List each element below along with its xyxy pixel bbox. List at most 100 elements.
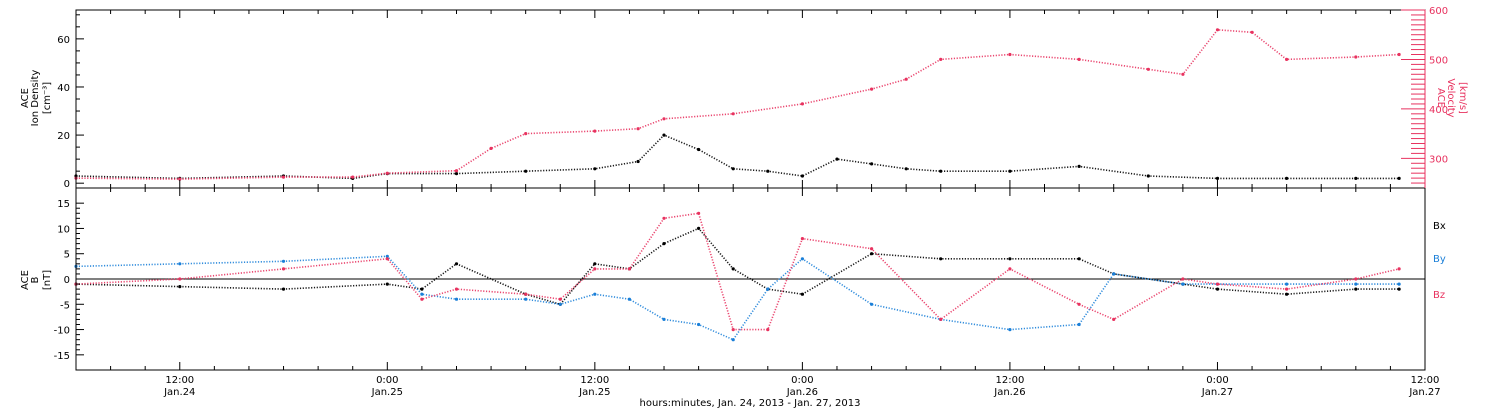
density-trace	[75, 134, 1400, 180]
velocity-tick-label: 300	[1429, 154, 1448, 165]
bx-point	[1397, 287, 1401, 291]
b-tick-label: 0	[64, 275, 70, 286]
bz-point	[281, 267, 286, 271]
velocity-point	[524, 132, 528, 136]
x-tick-label-time: 12:00	[580, 375, 609, 386]
density-tick-label: 60	[57, 35, 70, 46]
bx-point	[454, 262, 459, 266]
velocity-point	[636, 127, 640, 131]
bx-point	[1077, 257, 1081, 261]
x-tick-label-time: 0:00	[791, 375, 813, 386]
velocity-point	[1008, 52, 1012, 57]
by-point	[593, 292, 597, 296]
velocity-point	[662, 117, 666, 121]
density-point	[697, 147, 701, 152]
bz-point	[178, 277, 182, 281]
velocity-point	[178, 177, 182, 181]
by-point	[1397, 282, 1401, 286]
velocity-point	[904, 77, 908, 81]
bx-point	[662, 242, 666, 246]
by-point	[454, 297, 459, 301]
bz-point	[1285, 287, 1289, 291]
x-tick-label-date: Jan.25	[371, 387, 403, 398]
velocity-point	[800, 102, 805, 106]
bz-point	[558, 297, 562, 301]
density-point	[731, 167, 735, 171]
density-tick-label: 0	[64, 179, 70, 190]
bz-point	[1112, 317, 1116, 321]
bz-point	[1181, 277, 1185, 281]
density-point	[593, 167, 597, 171]
bx-point	[1285, 292, 1289, 296]
bx-point	[697, 226, 701, 230]
velocity-tick-label: 400	[1429, 105, 1448, 116]
density-point	[524, 169, 528, 173]
velocity-label-line2: Velocity	[1445, 78, 1456, 117]
bx-point	[1008, 257, 1012, 261]
by-point	[870, 302, 874, 306]
x-tick-label-date: Jan.26	[993, 387, 1025, 398]
velocity-label-line3: [km/s]	[1457, 82, 1468, 114]
by-point	[420, 292, 424, 296]
velocity-point	[731, 112, 735, 116]
density-label-line3: [cm⁻³]	[42, 82, 53, 114]
by-point	[1354, 282, 1358, 286]
bz-point	[697, 211, 701, 215]
x-tick-label-time: 0:00	[376, 375, 398, 386]
bx-point	[870, 252, 874, 256]
velocity-point	[1215, 28, 1220, 32]
density-point	[904, 167, 908, 171]
density-point	[835, 157, 839, 161]
by-point	[1285, 282, 1289, 286]
density-point	[1354, 176, 1358, 180]
density-point	[454, 172, 459, 176]
velocity-trace	[75, 28, 1400, 180]
velocity-point	[385, 171, 389, 175]
velocity-point	[1397, 52, 1401, 57]
bz-point	[385, 257, 389, 261]
velocity-point	[593, 129, 597, 133]
by-point	[662, 317, 666, 321]
density-point	[1215, 176, 1220, 180]
legend-by: By	[1433, 254, 1446, 265]
velocity-point	[1285, 57, 1289, 62]
bx-point	[420, 287, 424, 291]
bz-point	[1215, 282, 1220, 286]
velocity-point	[1146, 67, 1150, 71]
by-point	[1008, 328, 1012, 332]
x-tick-label-date: Jan.26	[786, 387, 818, 398]
bz-point	[454, 287, 459, 291]
bx-point	[1354, 287, 1358, 291]
density-point	[870, 162, 874, 166]
bz-point	[627, 267, 632, 271]
b-tick-label: -15	[54, 351, 70, 362]
velocity-tick-label: 500	[1429, 55, 1448, 66]
velocity-point	[870, 87, 874, 91]
bz-point	[1077, 302, 1081, 306]
bx-point	[281, 287, 286, 291]
bz-point	[870, 247, 874, 251]
density-point	[766, 169, 770, 173]
bx-point	[1215, 287, 1220, 291]
b-label-line3: [nT]	[42, 270, 53, 290]
density-point	[1397, 176, 1401, 180]
by-point	[627, 297, 632, 301]
by-point	[731, 338, 735, 342]
bx-trace	[75, 227, 1400, 306]
velocity-point	[1077, 57, 1081, 62]
legend-bx: Bx	[1433, 221, 1446, 232]
x-tick-label-time: 12:00	[996, 375, 1025, 386]
bx-point	[385, 282, 389, 286]
bx-point	[178, 285, 182, 289]
x-tick-label-date: Jan.27	[1408, 387, 1440, 398]
velocity-point	[351, 175, 355, 179]
velocity-point	[1181, 72, 1185, 76]
density-point	[662, 133, 666, 137]
velocity-point	[1354, 55, 1358, 59]
by-point	[281, 259, 286, 263]
bx-point	[800, 292, 805, 296]
b-label-line1: ACE	[20, 270, 31, 290]
bz-point	[939, 317, 943, 321]
density-point	[1077, 164, 1081, 168]
